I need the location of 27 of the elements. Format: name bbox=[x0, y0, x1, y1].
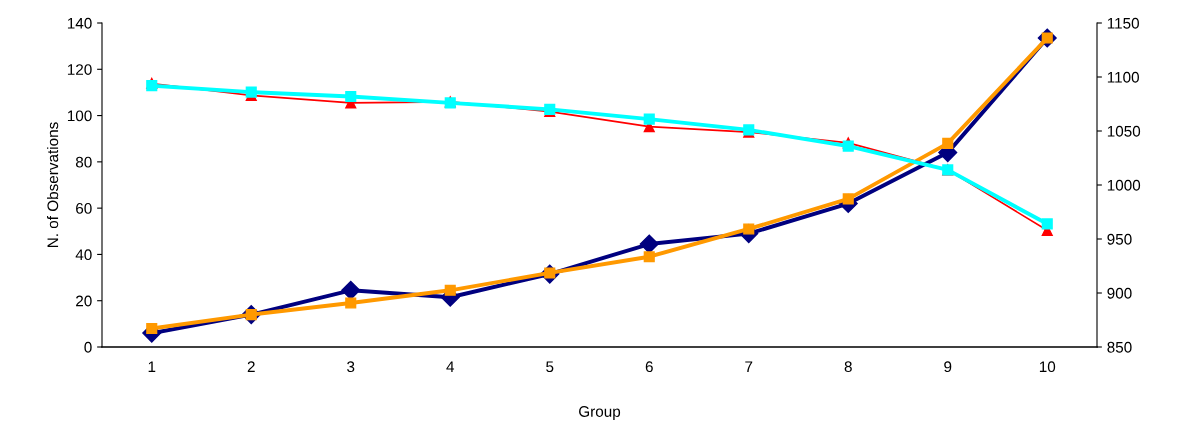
y-tick-label: 120 bbox=[67, 64, 92, 75]
x-tick-label: 1 bbox=[148, 361, 156, 372]
y2-tick-label: 1000 bbox=[1107, 179, 1141, 191]
y-tick-label: 20 bbox=[76, 295, 92, 307]
y2-tick-label: 850 bbox=[1107, 341, 1132, 353]
x-axis-title: Group bbox=[579, 406, 621, 420]
y2-tick-label: 1050 bbox=[1107, 125, 1141, 137]
x-tick-label: 5 bbox=[546, 361, 554, 373]
x-tick-label: 4 bbox=[446, 361, 455, 372]
x-tick-label: 9 bbox=[944, 361, 952, 373]
x-tick-label: 2 bbox=[247, 361, 255, 372]
y-tick-label: 80 bbox=[75, 156, 92, 168]
y-tick-label: 40 bbox=[75, 249, 92, 261]
x-tick-label: 8 bbox=[844, 361, 852, 373]
y2-tick-label: 900 bbox=[1107, 287, 1132, 299]
y2-tick-label: 950 bbox=[1107, 233, 1132, 245]
x-tick-label: 10 bbox=[1039, 361, 1056, 373]
x-tick-label: 3 bbox=[347, 361, 355, 373]
x-tick-label: 7 bbox=[745, 361, 753, 372]
y2-tick-label: 1100 bbox=[1107, 71, 1139, 83]
x-tick-label: 6 bbox=[645, 361, 653, 373]
y-tick-label: 140 bbox=[67, 17, 92, 29]
y-tick-label: 60 bbox=[76, 203, 92, 214]
y-tick-label: 100 bbox=[67, 110, 92, 122]
y-tick-label: 0 bbox=[84, 341, 92, 353]
y-axis-title: N. of Observations bbox=[46, 122, 59, 247]
y2-tick-label: 1150 bbox=[1107, 17, 1139, 29]
